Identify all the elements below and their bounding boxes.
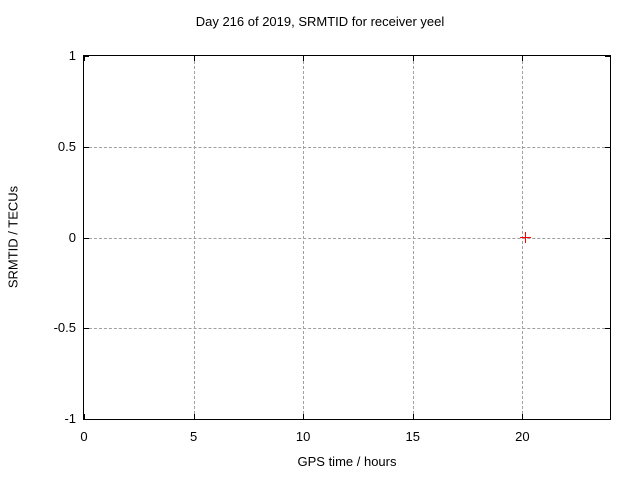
x-tick-mark (522, 414, 524, 419)
data-point-marker (520, 232, 532, 243)
y-axis-label: SRMTID / TECUs (5, 185, 21, 289)
y-tick-mark (84, 237, 89, 239)
y-gridline (84, 237, 610, 239)
x-tick-mark (193, 56, 195, 61)
y-tick-mark (605, 328, 610, 330)
y-tick-label: 0.5 (57, 138, 76, 154)
x-tick-label: 15 (405, 429, 420, 444)
y-gridline (84, 146, 610, 148)
y-gridline (84, 328, 610, 330)
plot-area: 0 5 10 15 20 1 0.5 0 -0.5 -1 (54, 48, 611, 444)
y-tick-label: 1 (68, 48, 76, 63)
x-tick-mark (193, 414, 195, 419)
y-tick-mark (605, 419, 610, 420)
x-tick-mark (412, 414, 414, 419)
chart-title: Day 216 of 2019, SRMTID for receiver yee… (195, 14, 445, 29)
x-tick-mark (84, 414, 85, 419)
x-tick-label: 0 (80, 429, 88, 444)
x-axis-label: GPS time / hours (297, 454, 397, 469)
x-tick-label: 10 (295, 429, 311, 444)
x-tick-mark (412, 56, 414, 61)
x-tick-mark (522, 56, 524, 61)
y-tick-label: 0 (68, 229, 76, 245)
marker-plus-vertical-bar (524, 232, 527, 243)
y-tick-mark (84, 56, 89, 57)
x-tick-label: 5 (189, 429, 198, 444)
x-tick-mark (303, 414, 305, 419)
y-tick-label: -0.5 (53, 320, 76, 336)
y-tick-mark (84, 146, 89, 148)
y-tick-mark (84, 419, 89, 420)
y-tick-mark (605, 56, 610, 57)
y-tick-label: -1 (64, 411, 76, 426)
x-tick-label: 20 (515, 429, 530, 444)
x-tick-mark (303, 56, 305, 61)
y-tick-mark (605, 237, 610, 239)
x-tick-mark (84, 56, 85, 61)
y-tick-mark (84, 328, 89, 330)
y-tick-mark (605, 146, 610, 148)
